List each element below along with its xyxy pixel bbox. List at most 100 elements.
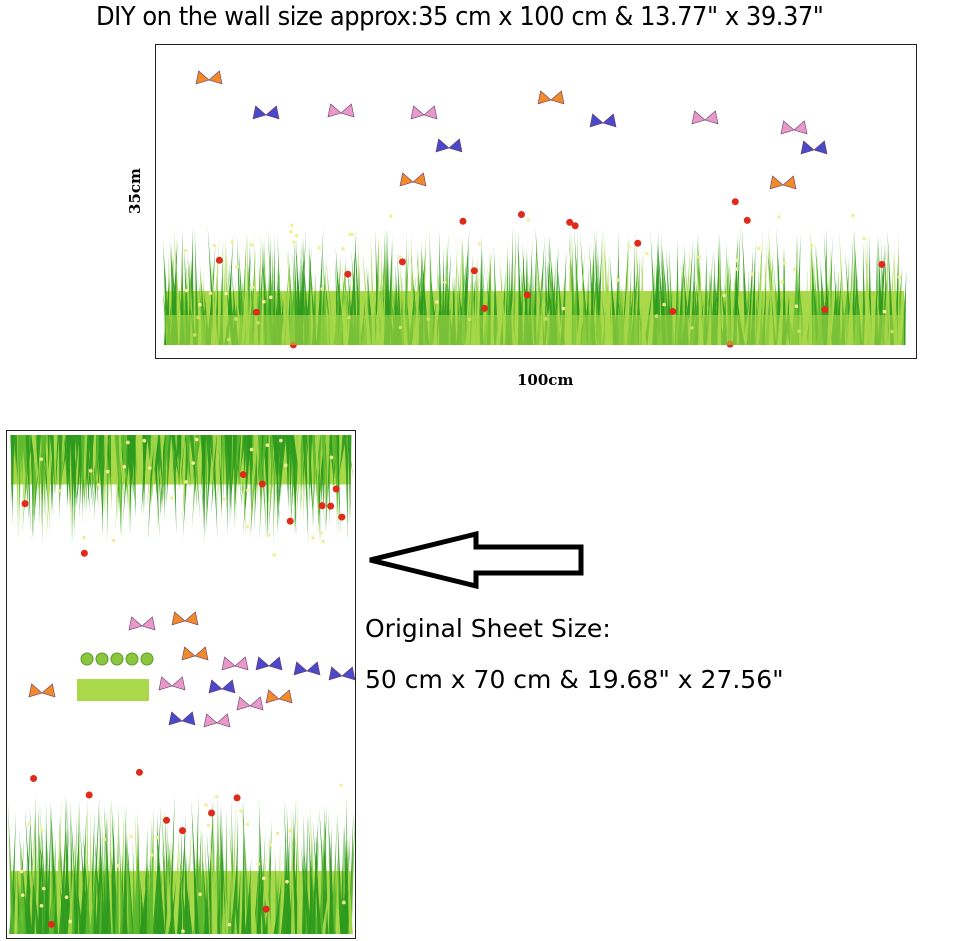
butterfly-icon	[769, 175, 797, 190]
grass-blade	[221, 435, 226, 502]
grass-blade	[23, 814, 31, 934]
flower-icon	[267, 533, 271, 537]
grass-blade	[272, 435, 280, 523]
flower-icon	[311, 536, 315, 541]
flower-icon	[239, 471, 247, 479]
grass-blade	[185, 435, 190, 490]
grass-blade	[58, 435, 63, 521]
flower-icon	[470, 267, 478, 275]
grass-blade	[170, 435, 180, 488]
flower-icon	[615, 278, 620, 282]
butterfly-icon	[28, 683, 56, 698]
grass-blade	[314, 435, 321, 482]
grass-blade	[250, 435, 259, 537]
flower-icon	[348, 232, 352, 237]
grass-blade	[259, 435, 266, 541]
flower-icon	[645, 251, 649, 256]
flower-icon	[148, 466, 152, 470]
grass-blade	[180, 864, 188, 934]
grass-blade	[9, 870, 16, 934]
grass-blade	[321, 878, 331, 934]
flower-icon	[208, 291, 213, 295]
grass-blade	[327, 435, 335, 490]
grass-blade	[30, 435, 35, 540]
grass-blade	[49, 435, 55, 497]
flower-icon	[249, 447, 254, 452]
flower-icon	[111, 538, 116, 543]
grass-blade	[146, 435, 156, 510]
flower-icon	[239, 809, 243, 813]
grass-blade	[71, 435, 76, 511]
butterfly-icon	[195, 70, 223, 85]
grass-blade	[302, 435, 309, 544]
butterfly-icon	[203, 713, 231, 728]
grass-blade	[263, 435, 268, 489]
flower-icon	[275, 831, 280, 836]
flower-icon	[435, 300, 439, 304]
grass-blade	[255, 435, 260, 506]
flower-icon	[318, 502, 326, 510]
grass-blade	[120, 435, 128, 492]
flower-icon	[230, 240, 235, 244]
grass-blade	[192, 815, 200, 934]
flower-icon	[142, 438, 147, 443]
grass-blade	[75, 435, 80, 477]
grass-blade	[279, 435, 287, 495]
grass-blade	[213, 847, 218, 934]
flower-icon	[821, 306, 829, 314]
flower-icon	[155, 835, 160, 840]
grass-blade	[31, 435, 41, 504]
butterfly-icon	[128, 616, 156, 631]
flower-icon	[292, 240, 296, 245]
grass-blade	[158, 435, 166, 484]
grass-blade	[115, 435, 122, 534]
flower-icon	[30, 774, 38, 782]
flower-icon	[261, 876, 266, 881]
flower-icon	[258, 480, 266, 488]
grass-blade	[275, 870, 283, 934]
grass-blade	[24, 435, 31, 534]
flower-icon	[249, 243, 254, 247]
grass-blade	[125, 819, 133, 934]
flower-icon	[184, 480, 188, 484]
sheet-grass-illustration	[7, 435, 355, 934]
grass-blade	[221, 874, 226, 934]
flower-icon	[289, 223, 294, 228]
flower-icon	[283, 463, 288, 468]
flower-icon	[191, 461, 195, 465]
flower-icon	[722, 293, 726, 298]
grass-blade	[266, 874, 272, 934]
sticker-badge	[110, 652, 124, 666]
flower-icon	[82, 535, 86, 540]
grass-blade	[337, 810, 343, 934]
grass-blade	[335, 862, 341, 934]
grass-blade	[308, 435, 313, 507]
flower-icon	[289, 229, 293, 234]
grass-blade	[149, 435, 159, 513]
flower-icon	[184, 248, 188, 253]
flower-icon	[20, 893, 25, 897]
butterfly-icon	[410, 105, 438, 120]
butterfly-icon	[780, 120, 808, 135]
flower-icon	[194, 437, 199, 442]
flower-icon	[265, 443, 270, 447]
flower-icon	[269, 295, 273, 300]
flower-icon	[215, 256, 223, 264]
grass-blade	[203, 873, 208, 934]
flower-icon	[85, 791, 93, 799]
flower-icon	[809, 243, 814, 248]
grass-blade	[106, 435, 112, 496]
grass-blade	[286, 435, 291, 494]
grass-blade	[291, 804, 296, 934]
grass-blade	[224, 435, 231, 475]
grass-blade	[303, 814, 308, 934]
flower-icon	[262, 905, 270, 913]
grass-blade	[341, 839, 350, 934]
grass-blade	[189, 435, 198, 510]
flower-icon	[294, 233, 299, 238]
flower-icon	[39, 903, 44, 908]
flower-icon	[780, 280, 784, 284]
flower-icon	[170, 496, 174, 500]
grass-blade	[60, 826, 69, 934]
grass-blade	[288, 435, 293, 516]
